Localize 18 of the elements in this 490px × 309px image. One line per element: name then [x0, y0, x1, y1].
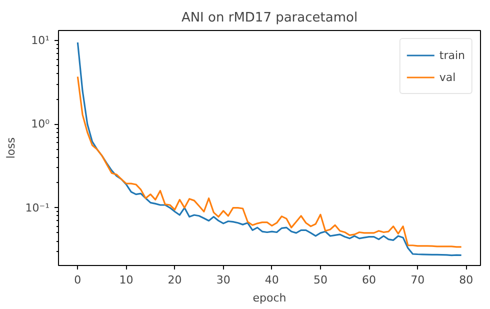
- y-tick-label: 10¹: [31, 34, 50, 48]
- line-series: [76, 42, 462, 256]
- x-tick-label: 40: [264, 274, 279, 286]
- x-tick-label: 10: [119, 274, 134, 286]
- x-tick-label: 30: [216, 274, 230, 286]
- x-tick-label: 70: [410, 274, 425, 286]
- legend-label: train: [439, 48, 465, 62]
- y-tick-label: 10⁰: [31, 118, 50, 131]
- x-tick-label: 80: [459, 274, 474, 286]
- x-tick-label: 20: [168, 274, 182, 286]
- x-tick-label: 50: [313, 274, 328, 286]
- y-axis-title: loss: [4, 137, 18, 159]
- y-tick-label: 10⁻¹: [25, 201, 50, 214]
- legend-label: val: [439, 70, 457, 84]
- x-tick-label: 0: [74, 274, 82, 286]
- chart-title: ANI on rMD17 paracetamol: [181, 10, 358, 26]
- x-tick-label: 60: [362, 274, 376, 286]
- x-axis-title: epoch: [252, 292, 286, 304]
